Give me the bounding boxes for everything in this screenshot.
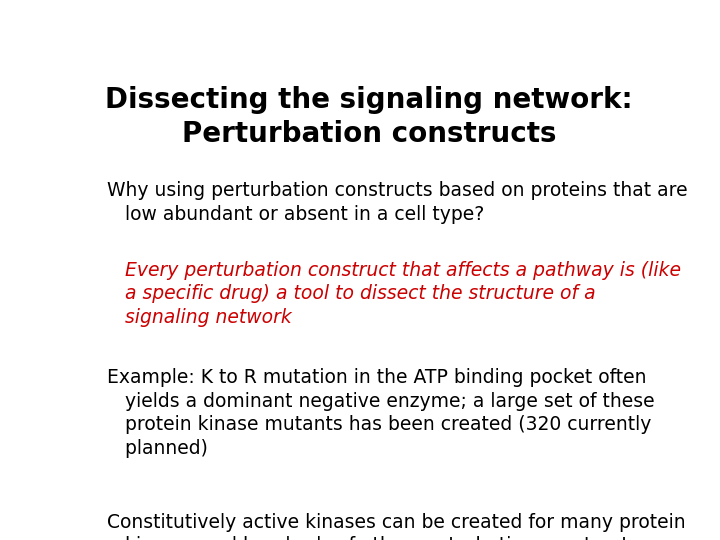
Text: Example: K to R mutation in the ATP binding pocket often
   yields a dominant ne: Example: K to R mutation in the ATP bind… <box>107 368 654 458</box>
Text: Constitutively active kinases can be created for many protein
   kinases and hun: Constitutively active kinases can be cre… <box>107 512 685 540</box>
Text: Every perturbation construct that affects a pathway is (like
   a specific drug): Every perturbation construct that affect… <box>107 261 680 327</box>
Text: Dissecting the signaling network:
Perturbation constructs: Dissecting the signaling network: Pertur… <box>105 85 633 148</box>
Text: Why using perturbation constructs based on proteins that are
   low abundant or : Why using perturbation constructs based … <box>107 181 688 224</box>
